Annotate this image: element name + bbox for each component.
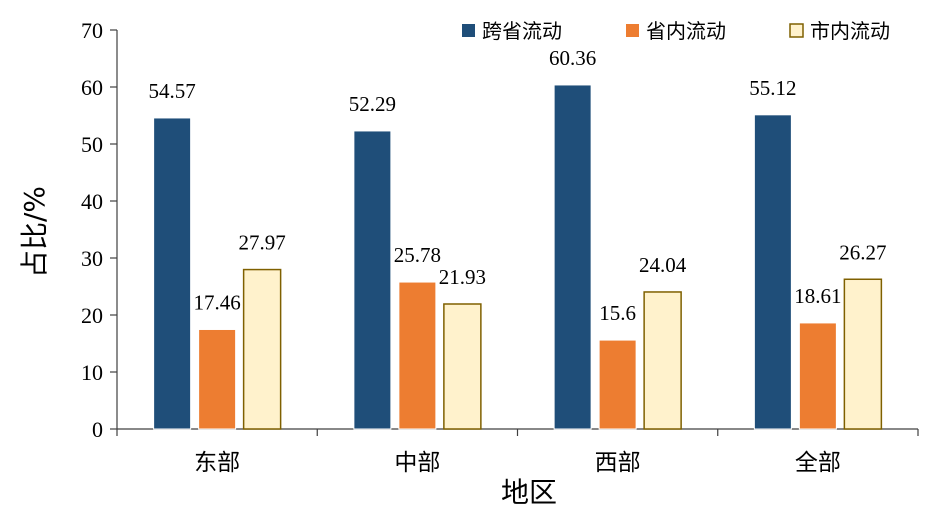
x-category-label: 全部 <box>795 450 841 476</box>
bar <box>798 322 837 430</box>
y-tick-label: 60 <box>81 75 103 100</box>
bar-data-label: 17.46 <box>194 290 241 314</box>
bar-data-label: 26.27 <box>839 240 886 264</box>
bar <box>643 291 682 430</box>
bar <box>443 303 482 430</box>
y-tick-label: 30 <box>81 246 103 271</box>
bar-data-label: 52.29 <box>349 92 396 116</box>
bar <box>553 84 592 430</box>
bar-data-label: 54.57 <box>149 79 196 103</box>
data-labels-group: 54.57 52.29 60.36 55.12 17.46 25.78 15.6 18.61 2… <box>149 46 887 325</box>
x-axis: 东部 中部 西部 全部 <box>116 428 919 476</box>
bar <box>598 339 637 430</box>
y-tick-label: 50 <box>81 132 103 157</box>
x-axis-title: 地区 <box>501 476 557 509</box>
bar <box>353 130 392 430</box>
y-tick-label: 10 <box>81 360 103 385</box>
bar <box>398 281 437 430</box>
bar-data-label: 27.97 <box>239 231 286 255</box>
y-axis: 0 10 20 30 40 50 60 70 <box>81 18 118 442</box>
bar <box>198 328 237 430</box>
y-tick-label: 70 <box>81 18 103 43</box>
legend-swatch <box>789 23 804 38</box>
x-category-label: 东部 <box>194 450 240 476</box>
bar-data-label: 25.78 <box>394 243 441 267</box>
bar-data-label: 55.12 <box>749 76 796 100</box>
bar-data-label: 18.61 <box>794 284 841 308</box>
bar-data-label: 24.04 <box>639 253 687 277</box>
bar <box>242 268 282 430</box>
y-tick-label: 40 <box>81 189 103 214</box>
legend-label: 省内流动 <box>646 19 726 43</box>
bar-data-label: 60.36 <box>549 46 596 70</box>
y-axis-title: 占比/% <box>18 186 51 278</box>
x-category-label: 中部 <box>394 450 440 476</box>
legend-label: 市内流动 <box>810 19 890 43</box>
legend-swatch <box>462 24 475 37</box>
y-tick-label: 20 <box>81 303 103 328</box>
legend-label: 跨省流动 <box>482 19 562 43</box>
x-category-label: 西部 <box>595 450 641 476</box>
bar-data-label: 21.93 <box>439 265 486 289</box>
y-tick-label: 0 <box>92 417 103 442</box>
bars-group <box>153 84 883 430</box>
bar <box>843 278 883 430</box>
legend-swatch <box>626 24 639 37</box>
bar-data-label: 15.6 <box>599 301 636 325</box>
bar <box>153 117 192 430</box>
legend: 跨省流动 省内流动 市内流动 <box>462 19 890 43</box>
bar <box>753 114 792 430</box>
